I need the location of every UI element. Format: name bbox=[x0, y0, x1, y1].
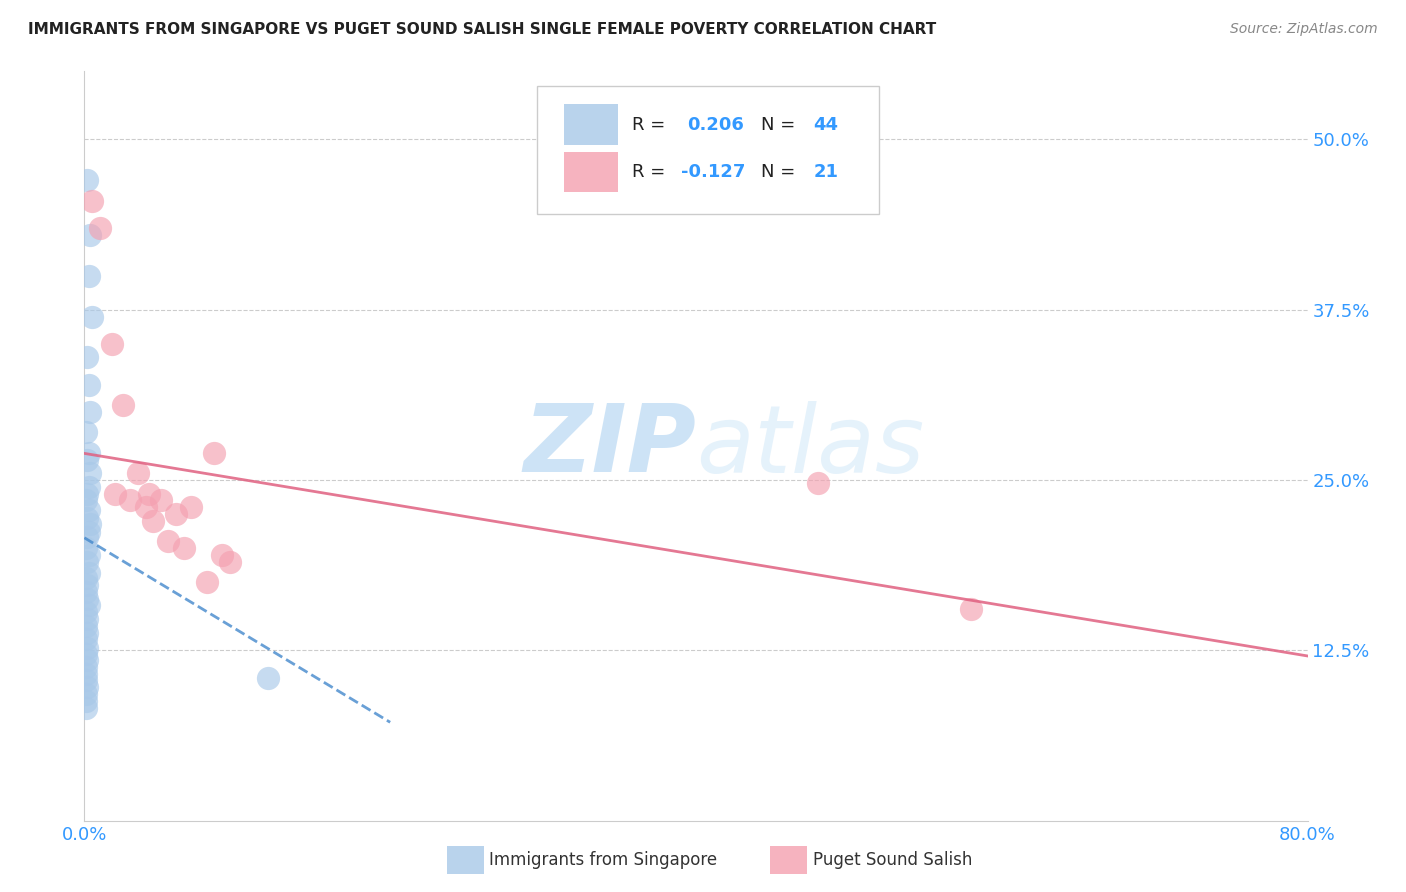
Point bbox=[77, 377, 100, 392]
Point bbox=[960, 602, 983, 616]
Point bbox=[76, 640, 98, 655]
Point bbox=[77, 599, 100, 613]
Text: atlas: atlas bbox=[696, 401, 924, 491]
Point bbox=[127, 467, 149, 481]
Text: Immigrants from Singapore: Immigrants from Singapore bbox=[489, 851, 717, 869]
Point bbox=[76, 486, 98, 500]
Point bbox=[79, 467, 101, 481]
Point bbox=[75, 619, 97, 633]
Point bbox=[77, 446, 100, 460]
Point bbox=[165, 507, 187, 521]
Point bbox=[76, 555, 98, 569]
Point bbox=[195, 575, 218, 590]
Point bbox=[79, 516, 101, 531]
Text: R =: R = bbox=[633, 116, 671, 134]
Point bbox=[77, 566, 100, 580]
Point bbox=[75, 632, 97, 647]
Point bbox=[75, 584, 97, 599]
Point bbox=[79, 227, 101, 242]
Point bbox=[80, 310, 103, 324]
Text: -0.127: -0.127 bbox=[682, 162, 745, 181]
Text: Puget Sound Salish: Puget Sound Salish bbox=[813, 851, 972, 869]
Point bbox=[80, 194, 103, 208]
Point bbox=[76, 173, 98, 187]
Point bbox=[89, 221, 111, 235]
Point bbox=[202, 446, 225, 460]
Text: 44: 44 bbox=[814, 116, 838, 134]
Point bbox=[75, 666, 97, 681]
Point bbox=[79, 405, 101, 419]
Point bbox=[75, 659, 97, 673]
Point bbox=[138, 486, 160, 500]
Point bbox=[104, 486, 127, 500]
Point bbox=[76, 578, 98, 592]
Point bbox=[75, 700, 97, 714]
FancyBboxPatch shape bbox=[537, 87, 880, 214]
Point bbox=[76, 452, 98, 467]
Point bbox=[76, 680, 98, 694]
Text: 21: 21 bbox=[814, 162, 838, 181]
Point bbox=[135, 500, 157, 515]
Point bbox=[75, 694, 97, 708]
Point bbox=[111, 398, 134, 412]
Point bbox=[77, 480, 100, 494]
Point bbox=[77, 503, 100, 517]
Point bbox=[211, 548, 233, 562]
Text: R =: R = bbox=[633, 162, 671, 181]
Point bbox=[76, 653, 98, 667]
Point bbox=[807, 475, 830, 490]
Point bbox=[77, 268, 100, 283]
Point bbox=[101, 336, 124, 351]
Point bbox=[76, 625, 98, 640]
Text: N =: N = bbox=[761, 162, 801, 181]
Point bbox=[76, 511, 98, 525]
Text: IMMIGRANTS FROM SINGAPORE VS PUGET SOUND SALISH SINGLE FEMALE POVERTY CORRELATIO: IMMIGRANTS FROM SINGAPORE VS PUGET SOUND… bbox=[28, 22, 936, 37]
Point bbox=[76, 351, 98, 365]
Point bbox=[120, 493, 142, 508]
Text: ZIP: ZIP bbox=[523, 400, 696, 492]
Point bbox=[75, 673, 97, 688]
Text: N =: N = bbox=[761, 116, 801, 134]
FancyBboxPatch shape bbox=[564, 104, 617, 145]
Point bbox=[77, 548, 100, 562]
Point bbox=[76, 530, 98, 544]
Point bbox=[75, 571, 97, 585]
Point bbox=[257, 671, 280, 685]
Point bbox=[75, 541, 97, 556]
Point bbox=[157, 534, 180, 549]
Point bbox=[75, 493, 97, 508]
Point bbox=[76, 612, 98, 626]
Point bbox=[75, 648, 97, 662]
Point bbox=[180, 500, 202, 515]
Point bbox=[76, 591, 98, 606]
Point bbox=[149, 493, 172, 508]
Point bbox=[75, 687, 97, 701]
Point bbox=[142, 514, 165, 528]
Text: 0.206: 0.206 bbox=[688, 116, 744, 134]
Point bbox=[218, 555, 240, 569]
Point bbox=[77, 524, 100, 539]
Point bbox=[75, 425, 97, 440]
Point bbox=[173, 541, 195, 556]
Point bbox=[75, 605, 97, 619]
Text: Source: ZipAtlas.com: Source: ZipAtlas.com bbox=[1230, 22, 1378, 37]
FancyBboxPatch shape bbox=[564, 152, 617, 192]
